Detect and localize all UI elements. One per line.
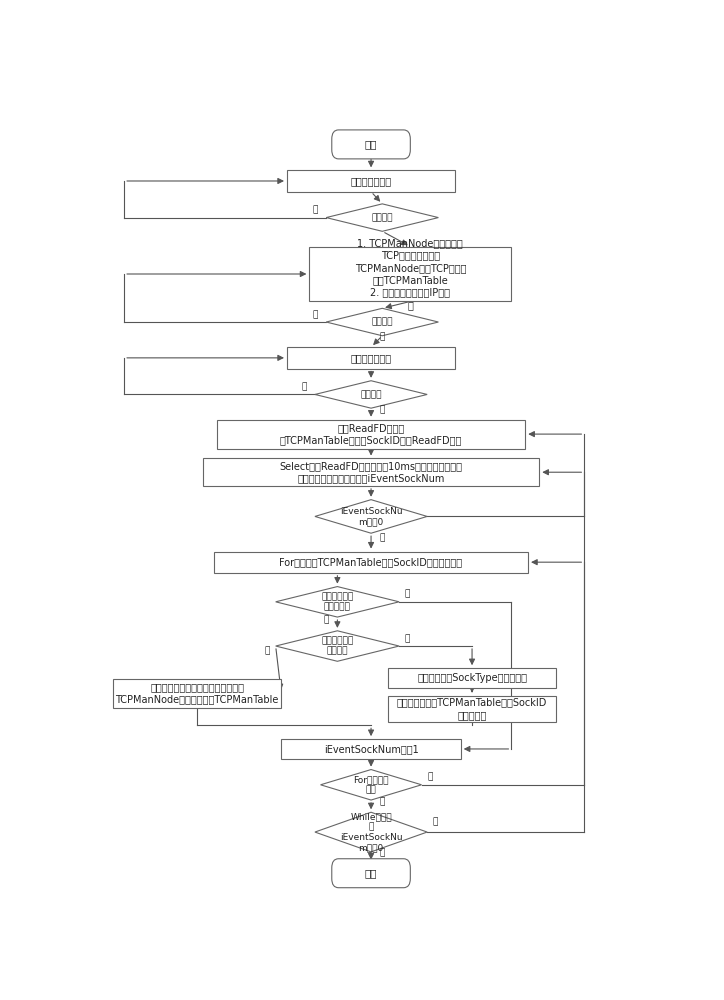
FancyBboxPatch shape — [281, 739, 460, 759]
Text: 否: 否 — [312, 206, 318, 215]
Text: 是: 是 — [379, 533, 385, 542]
Text: iEventSockNu
m大于0: iEventSockNu m大于0 — [340, 507, 403, 526]
Polygon shape — [276, 631, 399, 661]
Polygon shape — [326, 308, 438, 336]
Text: 监听成功: 监听成功 — [361, 390, 382, 399]
Text: 否: 否 — [427, 773, 432, 782]
Text: Select判断ReadFD中套接字在10ms中的状态，并且返
回有消息事件的套接字数量iEventSockNum: Select判断ReadFD中套接字在10ms中的状态，并且返 回有消息事件的套… — [279, 461, 463, 483]
FancyBboxPatch shape — [388, 696, 556, 722]
FancyBboxPatch shape — [113, 679, 281, 708]
Text: 当前套接字类
型是监听: 当前套接字类 型是监听 — [321, 636, 353, 656]
Text: 清零ReadFD集合；
将TCPManTable中所有SockID加入ReadFD集合: 清零ReadFD集合； 将TCPManTable中所有SockID加入ReadF… — [280, 423, 462, 445]
Text: 否: 否 — [405, 590, 410, 599]
Text: 否: 否 — [301, 382, 306, 391]
FancyBboxPatch shape — [203, 458, 539, 486]
Polygon shape — [315, 812, 427, 852]
Text: For循环处理TCPManTable所有SockID节点的套接字: For循环处理TCPManTable所有SockID节点的套接字 — [279, 557, 463, 567]
Text: 否: 否 — [379, 848, 385, 857]
Text: 当前套接字在
读事件集中: 当前套接字在 读事件集中 — [321, 592, 353, 612]
Text: 否: 否 — [312, 310, 318, 319]
Polygon shape — [326, 204, 438, 231]
Text: 接受新的连接，创建新的套接字，给
TCPManNode赋值，加入到TCPManTable: 接受新的连接，创建新的套接字，给 TCPManNode赋值，加入到TCPManT… — [115, 682, 279, 705]
Text: 是: 是 — [324, 615, 329, 624]
Text: 否: 否 — [405, 634, 410, 643]
FancyBboxPatch shape — [216, 420, 526, 449]
Text: 创建成功: 创建成功 — [371, 213, 393, 222]
FancyBboxPatch shape — [332, 130, 411, 159]
Text: 是: 是 — [379, 405, 385, 414]
FancyBboxPatch shape — [287, 170, 455, 192]
Text: While语句判
断
iEventSockNu
m大于0: While语句判 断 iEventSockNu m大于0 — [340, 812, 403, 852]
FancyBboxPatch shape — [388, 668, 556, 688]
Polygon shape — [276, 587, 399, 617]
Text: 绑定成功: 绑定成功 — [371, 318, 393, 327]
FancyBboxPatch shape — [287, 347, 455, 369]
Text: 监听监听套接字: 监听监听套接字 — [350, 353, 392, 363]
Text: 是: 是 — [379, 332, 385, 341]
Text: For循环条件
达到: For循环条件 达到 — [353, 775, 389, 794]
FancyBboxPatch shape — [214, 552, 529, 573]
Polygon shape — [315, 500, 427, 533]
Text: 接收消息，更新TCPManTable表中SockID
对应的信息: 接收消息，更新TCPManTable表中SockID 对应的信息 — [397, 697, 547, 720]
Text: 结束: 结束 — [365, 868, 377, 878]
Text: iEventSockNum值减1: iEventSockNum值减1 — [324, 744, 418, 754]
FancyBboxPatch shape — [309, 247, 511, 301]
Text: 是: 是 — [433, 817, 438, 826]
Text: 当前套接字的SockType类型是普通: 当前套接字的SockType类型是普通 — [417, 673, 527, 683]
Polygon shape — [315, 381, 427, 408]
Text: 1. TCPManNode赋值，调用
TCP连接管理模块将
TCPManNode加入TCP连接管
理表TCPManTable
2. 绑定监听套接字的IP和端
口: 1. TCPManNode赋值，调用 TCP连接管理模块将 TCPManNode… — [355, 238, 466, 310]
Text: 是: 是 — [379, 797, 385, 806]
Text: 创建监听套接字: 创建监听套接字 — [350, 176, 392, 186]
FancyBboxPatch shape — [332, 859, 411, 888]
Polygon shape — [321, 770, 421, 800]
Text: 是: 是 — [265, 646, 270, 655]
Text: 开始: 开始 — [365, 139, 377, 149]
